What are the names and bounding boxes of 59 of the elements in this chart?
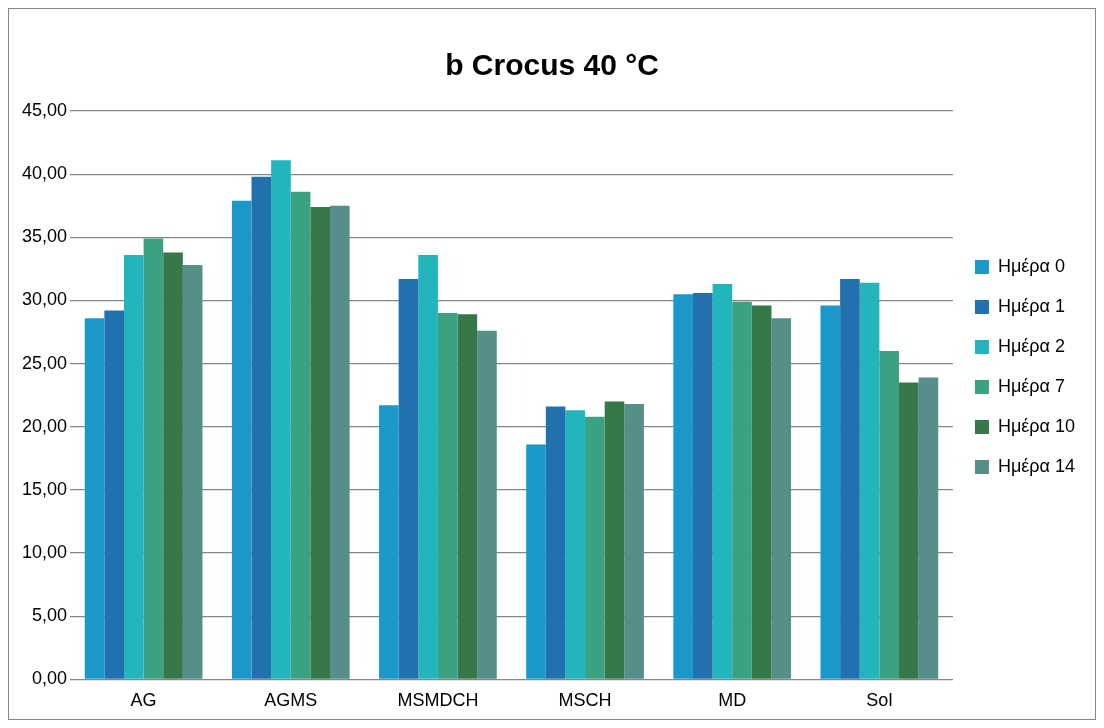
chart-title: b Crocus 40 °C (445, 48, 659, 82)
legend-label: Ημέρα 14 (997, 455, 1075, 476)
y-tick-label: 35,00 (22, 226, 68, 247)
bar (124, 255, 144, 679)
bar (104, 310, 124, 679)
bar (457, 314, 478, 679)
y-tick-label: 45,00 (22, 99, 68, 120)
bar (918, 377, 939, 679)
x-tick-label: AG (130, 690, 157, 711)
bar (604, 401, 625, 679)
legend-label: Ημέρα 10 (997, 415, 1075, 436)
bar (398, 278, 419, 679)
bar (84, 318, 105, 679)
x-tick-label: Sol (866, 690, 893, 711)
bar (310, 207, 331, 679)
x-tick-label: MSCH (558, 690, 612, 711)
bar (820, 305, 841, 679)
legend-label: Ημέρα 2 (997, 335, 1065, 356)
bar (879, 350, 899, 679)
bar (290, 191, 311, 679)
y-tick-label: 5,00 (32, 605, 68, 626)
y-tick-label: 40,00 (22, 163, 68, 184)
bar (585, 416, 605, 679)
bar (692, 292, 713, 679)
bar (732, 301, 752, 679)
bar (437, 313, 458, 679)
bar (526, 444, 546, 679)
bar (143, 238, 164, 679)
bar (182, 265, 203, 679)
y-tick-label: 30,00 (22, 289, 68, 310)
bar (751, 305, 772, 679)
bar (624, 404, 644, 679)
x-tick-label: MD (718, 690, 747, 711)
bar (673, 294, 693, 679)
bar (477, 330, 497, 679)
bar (771, 318, 792, 679)
y-tick-label: 10,00 (22, 542, 68, 563)
bar (859, 282, 880, 679)
bar (271, 160, 291, 679)
legend-label: Ημέρα 0 (997, 255, 1065, 276)
legend-label: Ημέρα 7 (997, 375, 1065, 396)
bar (418, 255, 438, 679)
y-tick-label: 25,00 (22, 352, 68, 373)
bar (163, 252, 183, 679)
bar (545, 406, 566, 679)
bar (330, 205, 350, 679)
bar (231, 200, 252, 679)
y-tick-label: 0,00 (32, 668, 68, 689)
bar (565, 410, 586, 679)
y-tick-label: 20,00 (22, 415, 68, 436)
legend-label: Ημέρα 1 (997, 295, 1065, 316)
bar (840, 278, 860, 679)
bar (712, 284, 733, 679)
y-tick-label: 15,00 (22, 478, 68, 499)
bar (379, 405, 399, 679)
bar (898, 382, 919, 679)
bar (251, 176, 272, 679)
x-tick-label: AGMS (264, 690, 318, 711)
x-tick-label: MSMDCH (397, 690, 479, 711)
